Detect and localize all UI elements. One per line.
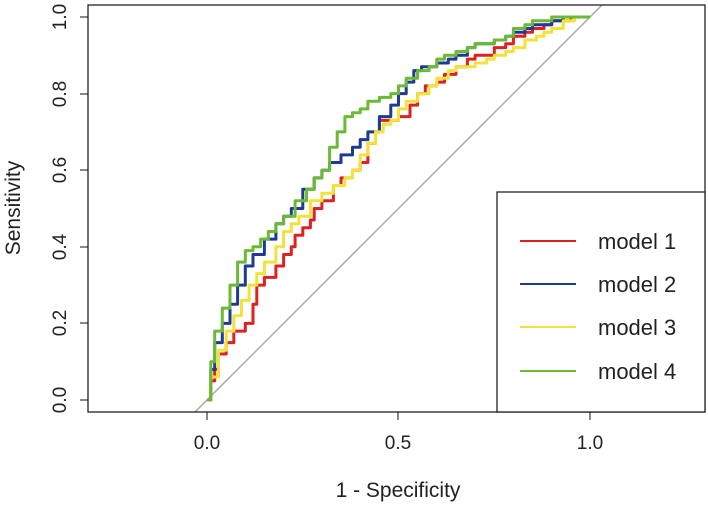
y-tick-label: 0.4 (50, 233, 71, 260)
x-axis-label: 1 - Specificity (336, 479, 461, 502)
legend-label-model-4: model 4 (598, 359, 676, 384)
series-line-model-4 (207, 15, 590, 402)
legend-box (496, 191, 706, 413)
series-layer (207, 15, 590, 402)
y-tick-label: 0.0 (50, 387, 71, 413)
legend: model 1 model 2 model 3 model 4 (496, 191, 706, 413)
y-tick-label: 1.0 (50, 4, 71, 30)
legend-label-model-1: model 1 (598, 229, 676, 254)
y-tick-label: 0.6 (50, 157, 71, 183)
diagonal-reference-line (193, 5, 604, 412)
legend-label-model-2: model 2 (598, 272, 676, 297)
x-tick-label: 1.0 (577, 433, 603, 454)
x-tick-label: 0.0 (194, 433, 220, 454)
y-tick-label: 0.8 (50, 81, 71, 107)
series-line-model-1 (207, 15, 590, 402)
reference-layer (193, 5, 604, 412)
series-line-model-3 (207, 15, 590, 402)
x-tick-label: 0.5 (385, 433, 411, 454)
y-tick-label: 0.2 (50, 310, 71, 336)
y-axis-label: Sensitivity (2, 160, 25, 255)
legend-label-model-3: model 3 (598, 315, 676, 340)
